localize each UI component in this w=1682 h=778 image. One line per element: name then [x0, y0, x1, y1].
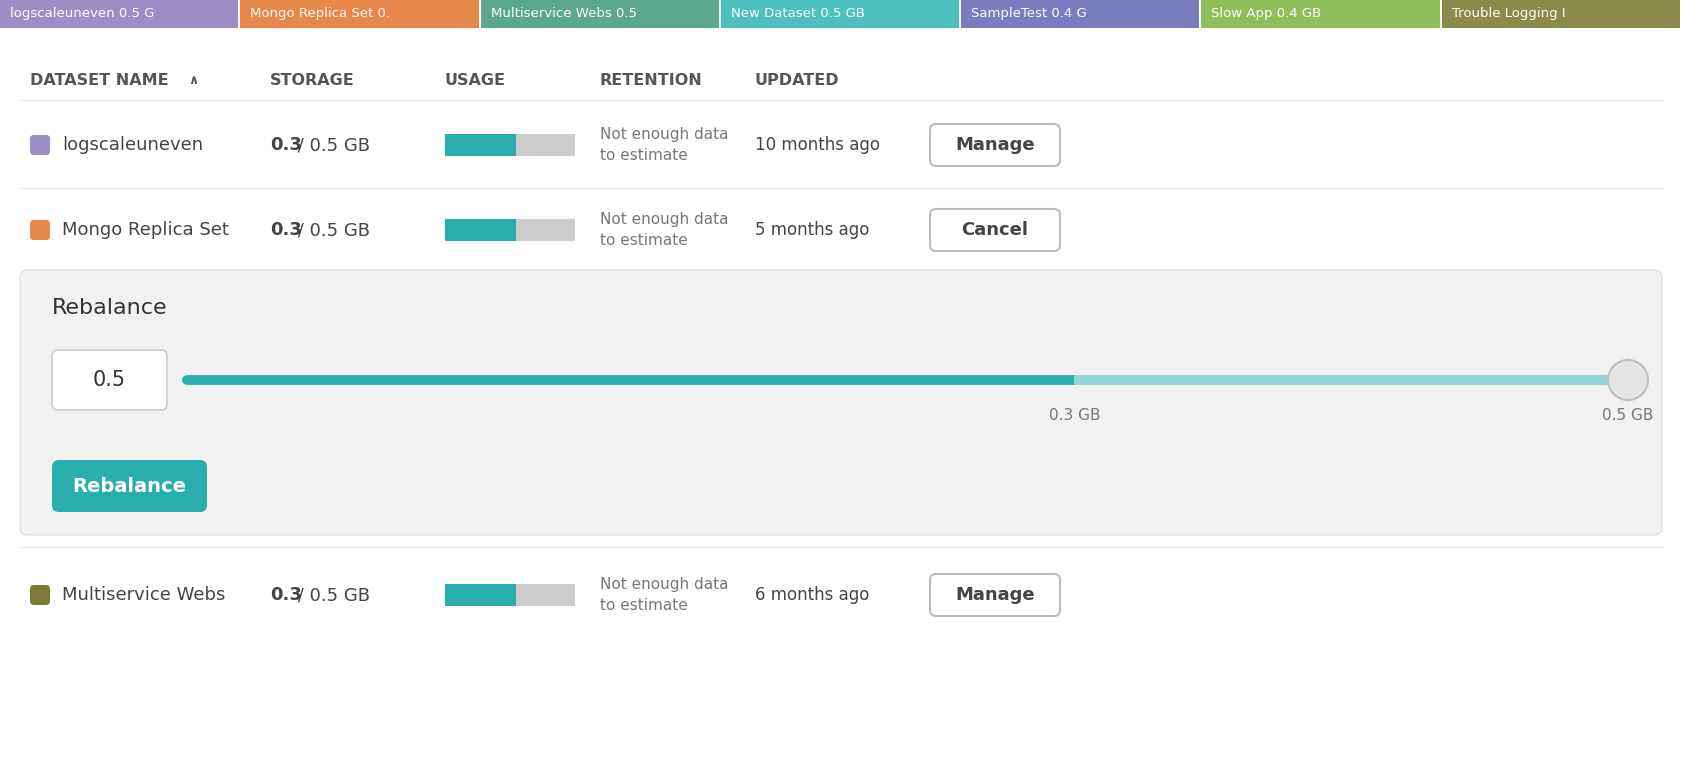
Text: SampleTest 0.4 G: SampleTest 0.4 G — [971, 6, 1087, 19]
Bar — [481, 0, 718, 28]
Text: / 0.5 GB: / 0.5 GB — [293, 586, 370, 604]
Text: Rebalance: Rebalance — [52, 298, 168, 318]
Circle shape — [1608, 360, 1648, 400]
Text: Not enough data
to estimate: Not enough data to estimate — [600, 127, 728, 163]
Bar — [446, 134, 575, 156]
Text: 0.5 GB: 0.5 GB — [1603, 408, 1653, 423]
Text: logscaleuneven 0.5 G: logscaleuneven 0.5 G — [10, 6, 155, 19]
Text: Manage: Manage — [955, 136, 1034, 154]
FancyBboxPatch shape — [20, 270, 1662, 535]
Text: 0.3: 0.3 — [271, 136, 301, 154]
Text: / 0.5 GB: / 0.5 GB — [293, 221, 370, 239]
FancyBboxPatch shape — [930, 574, 1060, 616]
Text: 0.5: 0.5 — [93, 370, 126, 390]
Text: Rebalance: Rebalance — [72, 476, 187, 496]
Text: 6 months ago: 6 months ago — [755, 586, 870, 604]
Bar — [722, 0, 959, 28]
FancyBboxPatch shape — [930, 209, 1060, 251]
Text: UPDATED: UPDATED — [755, 72, 839, 87]
Text: 10 months ago: 10 months ago — [755, 136, 880, 154]
Text: STORAGE: STORAGE — [271, 72, 355, 87]
FancyBboxPatch shape — [30, 135, 50, 155]
Bar — [1441, 0, 1680, 28]
Bar — [0, 0, 239, 28]
Text: Slow App 0.4 GB: Slow App 0.4 GB — [1211, 6, 1322, 19]
Text: Manage: Manage — [955, 586, 1034, 604]
Text: 0.3: 0.3 — [271, 221, 301, 239]
FancyBboxPatch shape — [930, 124, 1060, 166]
Text: Mongo Replica Set: Mongo Replica Set — [62, 221, 229, 239]
Bar — [960, 0, 1199, 28]
Text: USAGE: USAGE — [446, 72, 506, 87]
FancyBboxPatch shape — [30, 220, 50, 240]
Text: Mongo Replica Set 0.: Mongo Replica Set 0. — [251, 6, 390, 19]
Text: ∧: ∧ — [188, 73, 198, 86]
Text: Cancel: Cancel — [962, 221, 1028, 239]
Bar — [1201, 0, 1440, 28]
Text: Multiservice Webs: Multiservice Webs — [62, 586, 225, 604]
Text: 0.3 GB: 0.3 GB — [1048, 408, 1100, 423]
Text: DATASET NAME: DATASET NAME — [30, 72, 168, 87]
Text: 5 months ago: 5 months ago — [755, 221, 870, 239]
Bar — [446, 219, 516, 241]
Bar — [446, 584, 575, 606]
Text: Not enough data
to estimate: Not enough data to estimate — [600, 577, 728, 613]
FancyBboxPatch shape — [52, 460, 207, 512]
Text: New Dataset 0.5 GB: New Dataset 0.5 GB — [732, 6, 865, 19]
Text: logscaleuneven: logscaleuneven — [62, 136, 204, 154]
FancyBboxPatch shape — [30, 585, 50, 605]
Text: 0.3: 0.3 — [271, 586, 301, 604]
Text: / 0.5 GB: / 0.5 GB — [293, 136, 370, 154]
Bar — [446, 219, 575, 241]
Bar — [446, 134, 516, 156]
Bar — [241, 0, 479, 28]
Bar — [446, 584, 516, 606]
FancyBboxPatch shape — [52, 350, 167, 410]
Text: Trouble Logging I: Trouble Logging I — [1452, 6, 1566, 19]
Text: Not enough data
to estimate: Not enough data to estimate — [600, 212, 728, 248]
Text: Multiservice Webs 0.5: Multiservice Webs 0.5 — [491, 6, 636, 19]
Text: RETENTION: RETENTION — [600, 72, 703, 87]
